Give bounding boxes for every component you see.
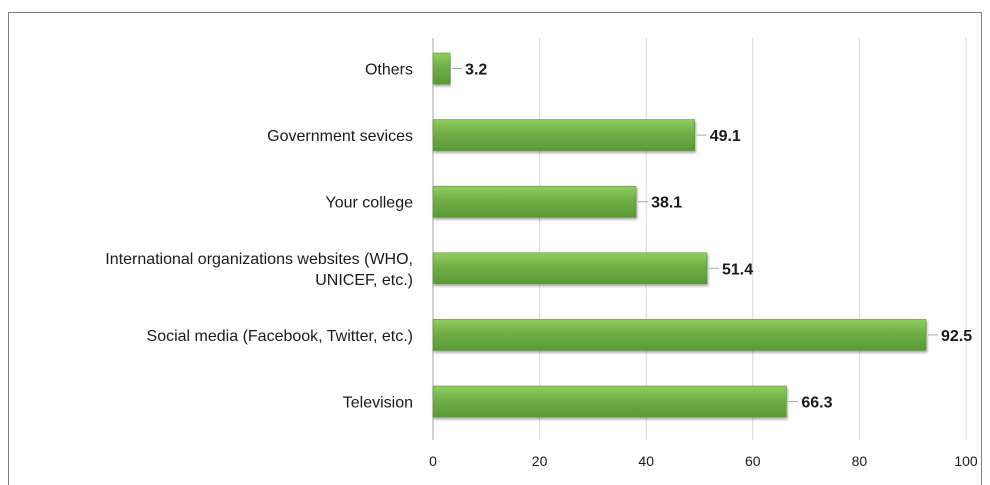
data-label: 49.1 [710,128,741,145]
bar [432,185,637,218]
category-label: Government sevices [267,128,413,145]
data-label: 38.1 [651,195,682,212]
category-label: Television [343,395,413,412]
x-axis-ticks: 0 20 40 60 80 100 [429,453,978,469]
x-tick-label: 80 [852,453,868,469]
bar [432,385,787,418]
gridlines [432,38,967,440]
bar [432,252,708,285]
bar [432,52,451,85]
bars: 3.2 49.1 38.1 51.4 92.5 66.3 [432,52,972,418]
x-tick-label: 20 [532,453,548,469]
category-label: Others [365,62,413,79]
x-tick-label: 0 [429,453,437,469]
bar [432,319,927,351]
bar [432,119,696,151]
x-tick-label: 40 [638,453,654,469]
x-tick-label: 60 [745,453,761,469]
data-label: 3.2 [465,62,487,79]
x-tick-label: 100 [954,453,978,469]
data-label: 92.5 [941,328,972,345]
category-label: International organizations websites (WH… [105,251,413,289]
data-label: 66.3 [801,395,832,412]
category-labels: Others Government sevices Your college Inte… [105,62,413,412]
category-label: Your college [326,195,414,212]
category-label: Social media (Facebook, Twitter, etc.) [147,328,413,345]
data-label: 51.4 [722,261,753,278]
